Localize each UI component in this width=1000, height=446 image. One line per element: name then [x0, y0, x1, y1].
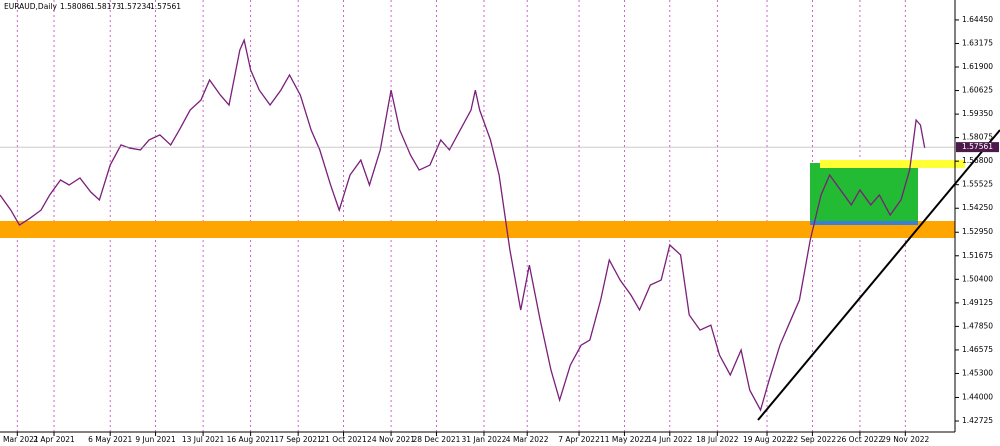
plot: [0, 37, 955, 412]
y-tick-label: 1.46575: [962, 345, 993, 354]
x-tick-label: 9 Jun 2021: [135, 435, 176, 444]
y-tick-label: 1.44000: [962, 392, 993, 401]
x-tick-label: 21 Oct 2021: [320, 435, 367, 444]
y-tick-label: 1.59350: [962, 109, 993, 118]
ohlc-value: 1.58086: [60, 2, 91, 11]
y-tick-label: 1.64450: [962, 15, 993, 24]
resistance-zone: [820, 160, 965, 168]
x-tick-label: 6 May 2021: [88, 435, 132, 444]
y-tick-label: 1.47850: [962, 321, 993, 330]
y-tick-label: 1.45300: [962, 368, 993, 377]
axes: 1.64450 1.63175 1.61900 1.60625 1.59350 1.580…: [0, 15, 999, 444]
y-tick-label: 1.60625: [962, 86, 993, 95]
range-box: [810, 163, 918, 222]
grid: [16, 0, 906, 432]
trend-line: [757, 129, 1000, 421]
y-tick-label: 1.42725: [962, 416, 993, 425]
x-tick-label: 18 Jul 2022: [696, 435, 739, 444]
y-tick-label: 1.51675: [962, 251, 993, 260]
x-tick-label: 7 Apr 2022: [558, 435, 600, 444]
y-tick-label: 1.56800: [962, 156, 993, 165]
y-tick-label: 1.52950: [962, 227, 993, 236]
x-tick-label: 16 Aug 2021: [227, 435, 275, 444]
price-line: [0, 37, 926, 412]
x-tick-label: 31 Jan 2022: [461, 435, 506, 444]
last-price-label: 1.57561: [962, 142, 993, 151]
x-tick-label: 13 Jul 2021: [182, 435, 225, 444]
x-tick-label: 1 Mar 2021: [0, 435, 39, 444]
ohlc-value: 1.57234: [120, 2, 151, 11]
last-price-box: [956, 142, 999, 153]
chart-title: EURAUD,Daily: [4, 2, 57, 11]
x-tick-label: 11 May 2022: [600, 435, 649, 444]
x-tick-label: 22 Sep 2022: [789, 435, 837, 444]
ohlc-value: 1.57561: [150, 2, 181, 11]
y-tick-label: 1.58075: [962, 133, 993, 142]
x-tick-label: 29 Nov 2022: [881, 435, 929, 444]
y-tick-label: 1.63175: [962, 38, 993, 47]
x-tick-label: 2 Apr 2021: [33, 435, 75, 444]
x-tick-label: 4 Mar 2022: [506, 435, 549, 444]
x-tick-label: 28 Dec 2021: [412, 435, 460, 444]
ohlc-value: 1.58173: [90, 2, 121, 11]
x-tick-label: 24 Nov 2021: [367, 435, 415, 444]
support-zone: [0, 221, 955, 238]
y-tick-label: 1.49125: [962, 298, 993, 307]
x-tick-label: 14 Jun 2022: [647, 435, 692, 444]
x-tick-label: 19 Aug 2022: [743, 435, 791, 444]
y-tick-label: 1.55525: [962, 180, 993, 189]
range-bottom: [810, 221, 918, 225]
x-tick-label: 17 Sep 2021: [274, 435, 322, 444]
y-tick-label: 1.61900: [962, 62, 993, 71]
y-tick-label: 1.54250: [962, 203, 993, 212]
x-tick-label: 26 Oct 2022: [837, 435, 884, 444]
y-tick-label: 1.50400: [962, 274, 993, 283]
